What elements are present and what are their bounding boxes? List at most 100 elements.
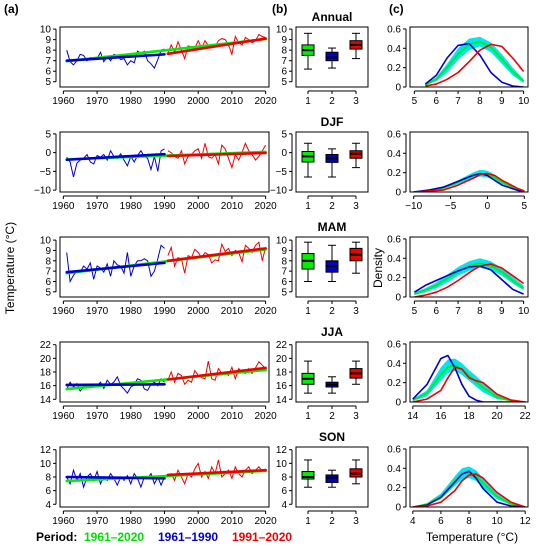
plot-frame [295, 446, 369, 508]
y-tick-label: 6 [281, 486, 287, 497]
box-body [301, 471, 315, 480]
density-curve [412, 473, 526, 507]
x-tick-label: 2020 [255, 516, 278, 527]
x-tick-label: 3 [353, 516, 359, 527]
plot-frame [295, 131, 369, 193]
plot-frame [59, 446, 270, 508]
x-tick-label: 1990 [153, 201, 176, 212]
plot-frame [409, 341, 529, 403]
confidence-band [414, 258, 524, 296]
density-curve [412, 354, 526, 402]
x-tick-label: 1970 [86, 96, 109, 107]
y-tick-label: 0.4 [387, 44, 401, 55]
x-tick-label: 7 [455, 306, 461, 317]
plot-frame [409, 236, 529, 298]
trend-line-1991–2020 [166, 151, 267, 158]
plot-frame [409, 446, 529, 508]
plot-area [413, 258, 525, 297]
y-tick-label: 0 [45, 148, 51, 159]
x-tick-label: 1980 [120, 96, 143, 107]
plot-frame [409, 26, 529, 88]
density-curve [424, 42, 524, 87]
x-tick-label: 1 [305, 306, 311, 317]
y-tick-label: 8 [45, 46, 51, 57]
panel-label-a: (a) [4, 2, 19, 16]
x-tick-label: 1990 [153, 96, 176, 107]
x-tick-label: 1970 [86, 411, 109, 422]
x-tick-label: 1 [305, 201, 311, 212]
trend-line-1961–1990 [65, 261, 166, 274]
trend-line-1961–1990 [65, 475, 166, 480]
x-tick-label: 2 [329, 516, 335, 527]
y-tick-label: 18 [40, 368, 52, 379]
x-tick-label: 1960 [52, 516, 75, 527]
x-tick-label: 1970 [86, 306, 109, 317]
y-tick-label: 12 [276, 445, 288, 456]
panel-a-row-4: 4 6 8 10 12 1960 1970 1980 1990 2000 2010 2020 [40, 445, 277, 527]
x-tick-label: 1 [305, 516, 311, 527]
plot-area [65, 360, 267, 394]
trend-line-1991–2020 [166, 37, 267, 56]
trend-line-1961–1990 [65, 152, 166, 162]
density-curve [414, 262, 525, 295]
series-line-1991–2020 [167, 241, 267, 274]
legend-item-1961-1990: 1961–1990 [158, 530, 218, 544]
plot-area [65, 459, 267, 489]
x-tick-label: 2020 [255, 411, 278, 422]
y-tick-label: 8 [281, 46, 287, 57]
y-tick-label: 9 [281, 35, 287, 46]
box-body [325, 474, 339, 483]
y-tick-label: 0 [395, 398, 401, 409]
y-tick-label: 8 [45, 473, 51, 484]
panel-label-c: (c) [389, 2, 404, 16]
x-tick-label: 1980 [120, 516, 143, 527]
y-tick-label: 9 [281, 246, 287, 257]
y-tick-label: 4 [45, 500, 51, 511]
y-tick-label: 6 [281, 277, 287, 288]
y-tick-label: 9 [45, 246, 51, 257]
x-tick-label: 22 [520, 411, 532, 422]
x-tick-label: 9 [499, 306, 505, 317]
y-tick-label: 14 [40, 395, 52, 406]
y-tick-label: 0 [395, 503, 401, 514]
panel-title: SON [319, 430, 345, 444]
y-tick-label: 0 [281, 148, 287, 159]
x-tick-label: 2010 [221, 201, 244, 212]
x-tick-label: 3 [353, 96, 359, 107]
y-tick-label: 0.2 [387, 378, 401, 389]
y-tick-label: 12 [40, 445, 52, 456]
plot-area [65, 241, 267, 284]
y-tick-label: 0.2 [387, 483, 401, 494]
x-tick-label: 2010 [221, 306, 244, 317]
plot-area [301, 142, 363, 178]
x-tick-label: 2010 [221, 96, 244, 107]
x-tick-label: 1 [305, 411, 311, 422]
panel-a-row-1: −10 −5 0 5 1960 1970 1980 1990 2000 2010 2020 [34, 129, 277, 212]
y-tick-label: −10 [34, 186, 51, 197]
plot-area [412, 354, 526, 402]
y-axis-label-c: Density [371, 248, 385, 288]
x-tick-label: 5 [522, 201, 528, 212]
y-tick-label: 7 [45, 56, 51, 67]
x-tick-label: 3 [353, 306, 359, 317]
x-tick-label: 5 [412, 96, 418, 107]
y-tick-label: 0.4 [387, 149, 401, 160]
y-tick-label: 6 [45, 277, 51, 288]
y-tick-label: 5 [281, 287, 287, 298]
x-tick-label: 3 [353, 201, 359, 212]
y-tick-label: 0.6 [387, 339, 401, 350]
x-tick-label: −5 [445, 201, 457, 212]
y-tick-label: 6 [45, 67, 51, 78]
plot-area [413, 169, 525, 192]
legend-title: Period: [36, 530, 77, 544]
y-tick-label: 0.4 [387, 359, 401, 370]
x-tick-label: 3 [353, 411, 359, 422]
plot-frame [59, 236, 270, 298]
plot-frame [59, 131, 270, 193]
x-tick-label: 1980 [120, 201, 143, 212]
y-tick-label: 20 [276, 354, 288, 365]
